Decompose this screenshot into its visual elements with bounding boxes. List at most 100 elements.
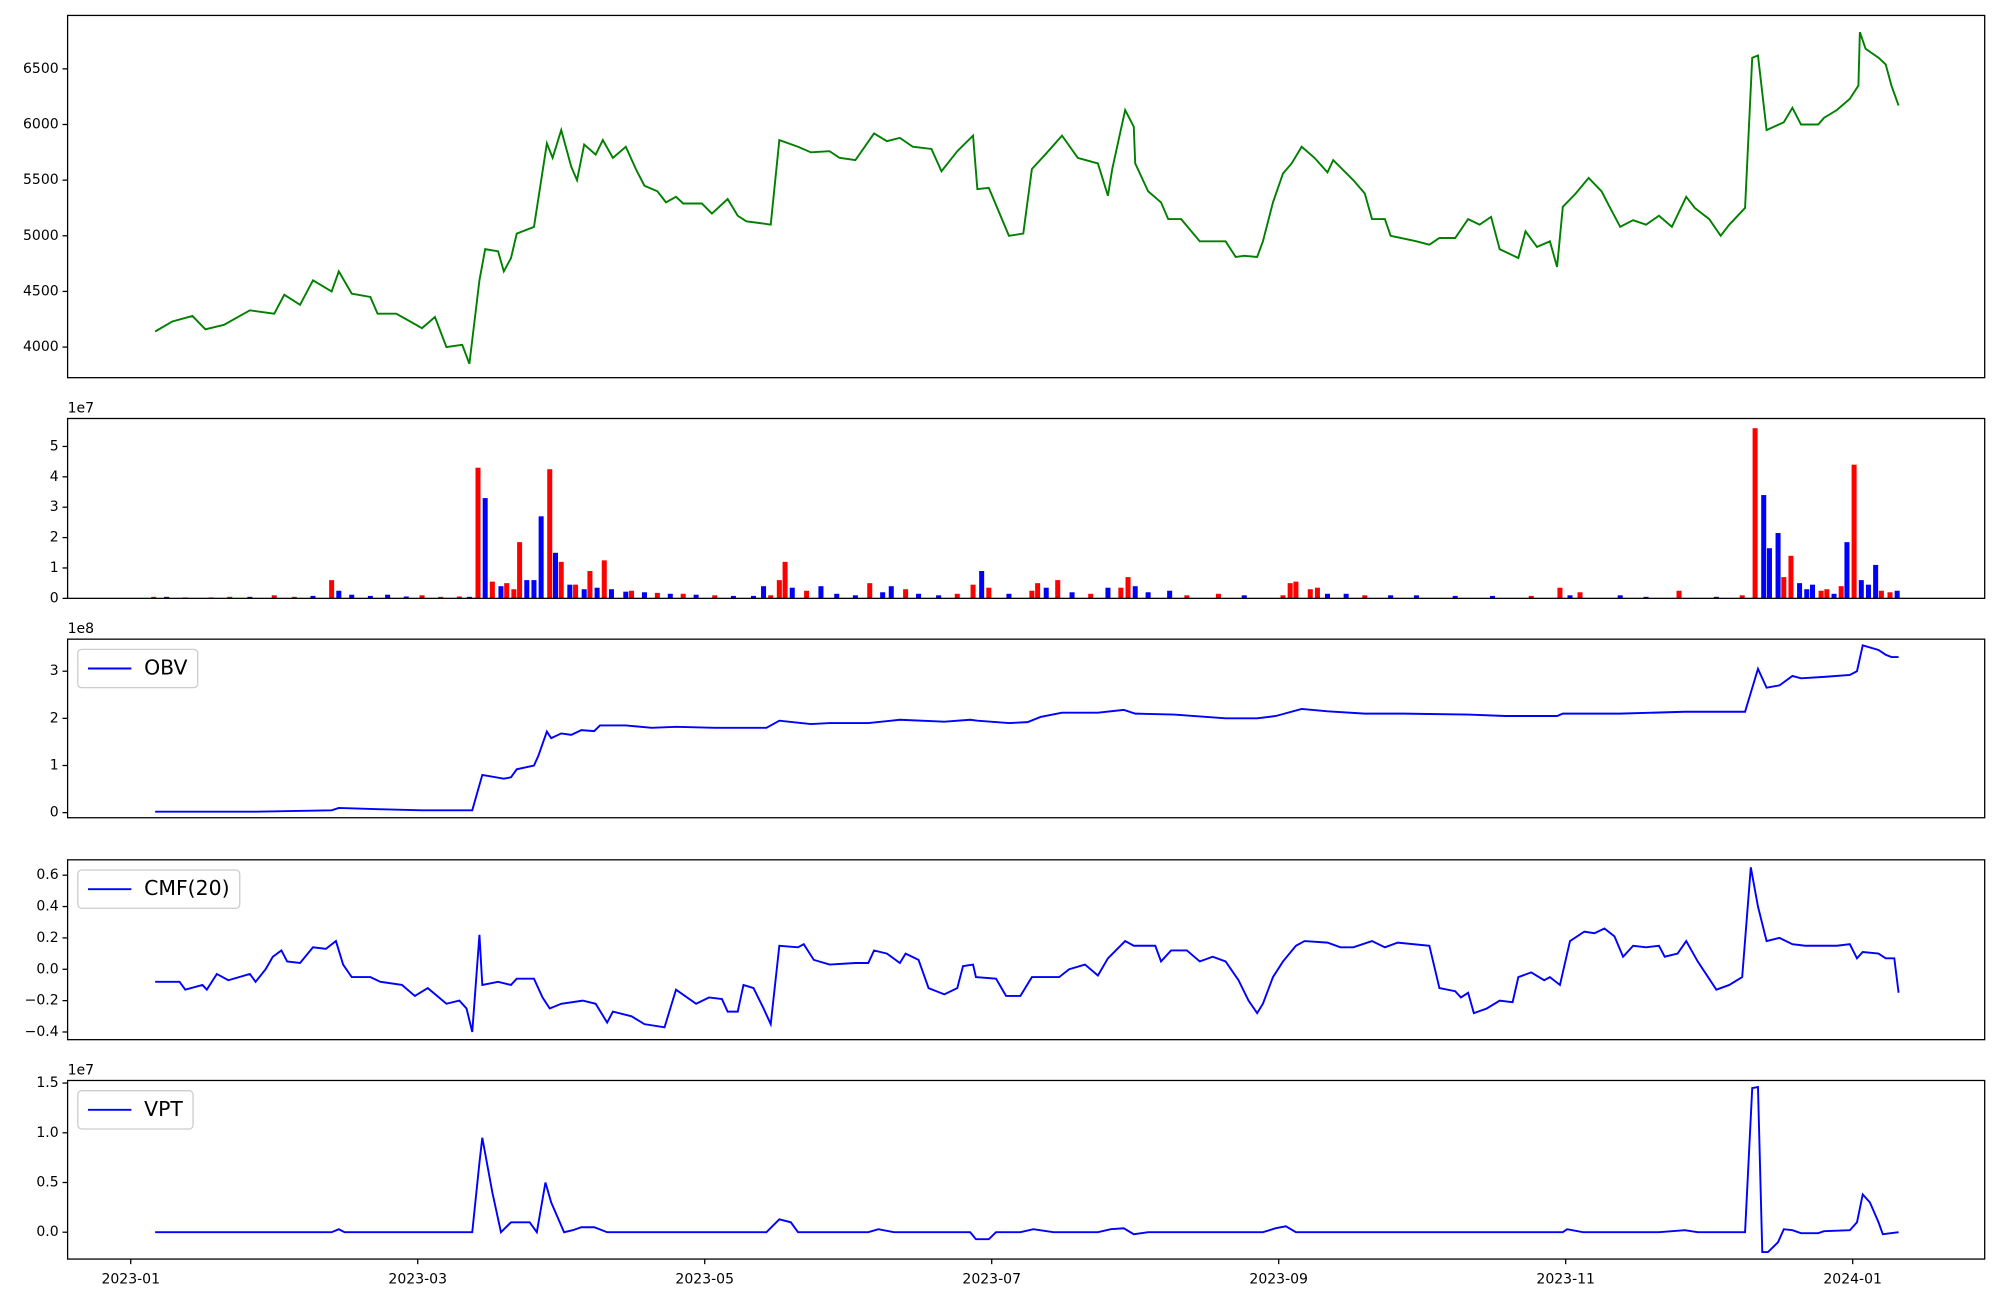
y-tick-label: 3 bbox=[50, 663, 59, 679]
bar bbox=[531, 580, 537, 599]
bar bbox=[1781, 577, 1787, 599]
legend-label: OBV bbox=[144, 655, 187, 679]
y-tick-label: 0.2 bbox=[36, 930, 58, 946]
y-tick-label: 0 bbox=[50, 805, 59, 821]
bar bbox=[1167, 590, 1173, 599]
y-tick-label: 2 bbox=[50, 710, 59, 726]
y-tick-label: 1 bbox=[50, 560, 59, 576]
x-tick-label: 2023-11 bbox=[1536, 1271, 1595, 1287]
bar bbox=[271, 595, 277, 599]
bar bbox=[776, 580, 782, 599]
x-tick-label: 2023-05 bbox=[675, 1271, 734, 1287]
y-tick-label: −0.2 bbox=[25, 993, 59, 1009]
bar bbox=[151, 596, 157, 599]
panel: 0 1 2 3 1e8 OBV bbox=[50, 621, 1986, 821]
bar bbox=[1809, 584, 1816, 599]
axes-frame bbox=[66, 1079, 1986, 1260]
bar bbox=[504, 583, 510, 599]
bar bbox=[1873, 564, 1879, 599]
bar bbox=[310, 595, 316, 599]
bar bbox=[1838, 586, 1844, 599]
x-tick-label: 2023-09 bbox=[1249, 1271, 1308, 1287]
bar bbox=[1343, 593, 1349, 599]
bar bbox=[888, 586, 894, 599]
bar bbox=[482, 498, 488, 599]
bar bbox=[1029, 590, 1035, 599]
bar bbox=[1797, 583, 1803, 599]
x-tick-label: 2024-01 bbox=[1823, 1271, 1882, 1287]
bar bbox=[1761, 495, 1767, 599]
bar bbox=[730, 595, 736, 599]
bar bbox=[1752, 428, 1758, 599]
bar bbox=[498, 586, 504, 599]
y-tick-label: 3 bbox=[50, 499, 59, 515]
bar bbox=[594, 587, 600, 599]
bar bbox=[1055, 580, 1061, 599]
axes-frame bbox=[66, 417, 1986, 599]
bar bbox=[1125, 577, 1131, 599]
y-tick-label: 4000 bbox=[23, 339, 59, 355]
bar bbox=[1676, 590, 1682, 599]
bar bbox=[1831, 593, 1837, 599]
bar bbox=[1118, 587, 1124, 599]
bar bbox=[329, 580, 335, 599]
bar bbox=[1132, 586, 1138, 599]
bar bbox=[1287, 583, 1293, 599]
bar bbox=[1307, 589, 1313, 599]
bar bbox=[1804, 589, 1810, 599]
y-tick-label: 6000 bbox=[23, 116, 59, 132]
y-tick-label: 0.6 bbox=[36, 867, 58, 883]
axes-frame bbox=[66, 859, 1986, 1041]
bar bbox=[349, 594, 355, 599]
line bbox=[154, 31, 1900, 365]
legend-box bbox=[77, 1090, 194, 1130]
legend-label: CMF(20) bbox=[144, 876, 229, 900]
bar bbox=[693, 594, 699, 599]
bar bbox=[1887, 592, 1893, 599]
bar bbox=[1865, 584, 1871, 599]
bar bbox=[804, 590, 810, 599]
bar bbox=[1489, 595, 1496, 599]
bar bbox=[1035, 583, 1041, 599]
bar bbox=[438, 596, 444, 599]
bar bbox=[547, 469, 553, 599]
bar bbox=[629, 590, 635, 599]
bar bbox=[954, 593, 960, 599]
panel: −0.4 −0.2 0.0 0.2 0.4 0.6 CMF(20) bbox=[25, 859, 1986, 1041]
bar bbox=[867, 583, 873, 599]
legend-label: VPT bbox=[144, 1097, 183, 1121]
axes-frame bbox=[66, 638, 1986, 819]
y-tick-label: 0.0 bbox=[36, 1224, 58, 1240]
bar bbox=[1567, 595, 1573, 599]
bar bbox=[768, 595, 774, 599]
bar bbox=[511, 589, 517, 599]
bar bbox=[1775, 533, 1781, 599]
y-tick-label: 5000 bbox=[23, 228, 59, 244]
bar bbox=[1452, 595, 1458, 599]
bar bbox=[680, 593, 686, 599]
bar bbox=[1844, 542, 1850, 599]
bar bbox=[1643, 596, 1649, 599]
y-tick-label: 0.0 bbox=[36, 961, 58, 977]
bar bbox=[538, 516, 544, 599]
bar bbox=[1858, 580, 1864, 599]
bar bbox=[1713, 596, 1719, 599]
bar bbox=[761, 586, 767, 599]
y-tick-label: 1.5 bbox=[36, 1075, 58, 1091]
bar bbox=[750, 595, 757, 599]
bar bbox=[782, 561, 788, 599]
bar bbox=[1413, 595, 1419, 599]
bar bbox=[834, 593, 840, 599]
bar bbox=[1314, 587, 1320, 599]
line bbox=[155, 644, 1899, 813]
bar bbox=[1878, 590, 1884, 599]
panel: 0.0 0.5 1.0 1.5 2023-01 2023-03 2023-05 2023-07… bbox=[36, 1062, 1986, 1287]
y-tick-label: 0.4 bbox=[36, 899, 58, 915]
y-tick-label: 4 bbox=[50, 469, 59, 485]
bar bbox=[852, 595, 858, 599]
y-offset-label: 1e7 bbox=[68, 400, 94, 416]
bar bbox=[1739, 595, 1745, 599]
bar bbox=[979, 571, 985, 599]
bar bbox=[336, 590, 342, 599]
